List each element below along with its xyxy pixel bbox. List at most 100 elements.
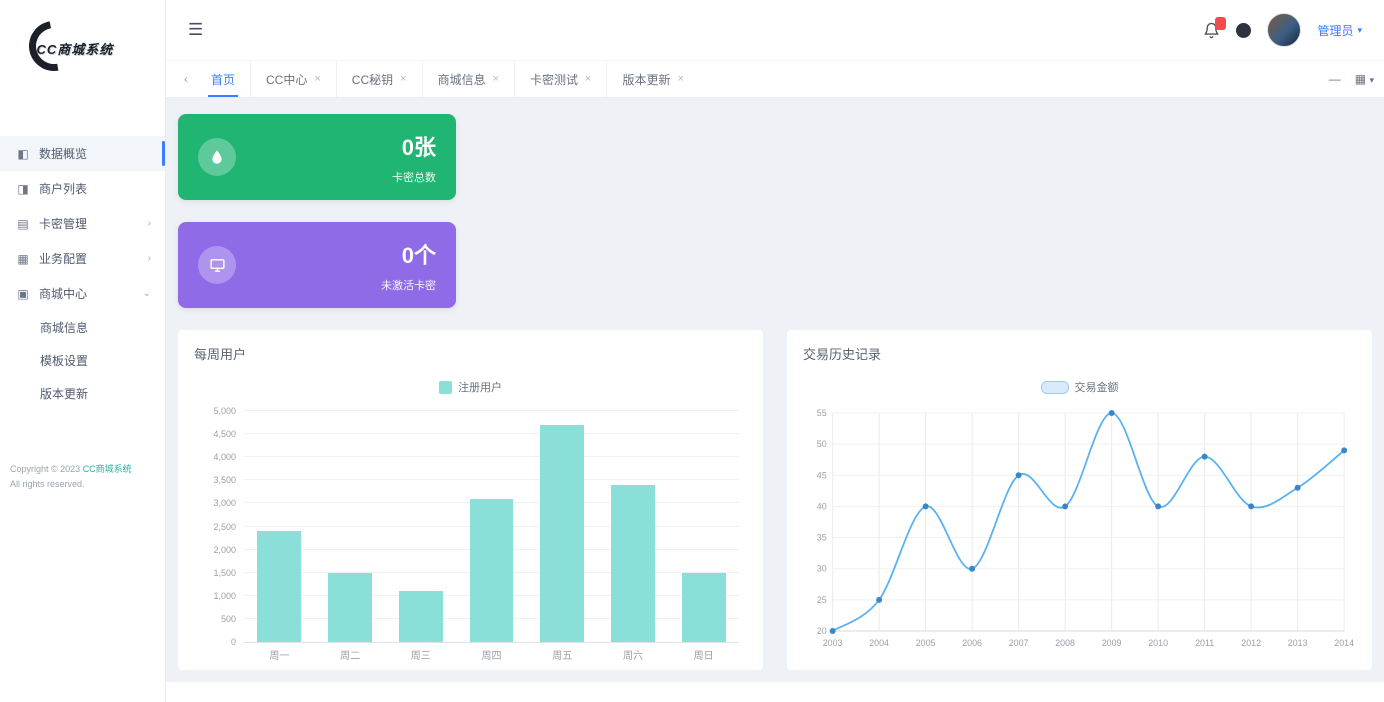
copyright-prefix: Copyright © 2023 (10, 464, 83, 474)
bar-周日[interactable] (681, 572, 726, 642)
bar-周五[interactable] (540, 424, 585, 642)
y-axis-label: 30 (817, 564, 827, 574)
tab-layout-icon[interactable]: ▦ ▾ (1355, 72, 1374, 86)
bar-column (244, 411, 315, 642)
data-point-2011[interactable] (1201, 453, 1208, 460)
bar-周三[interactable] (398, 591, 443, 642)
data-point-2007[interactable] (1015, 472, 1022, 479)
data-point-2003[interactable] (829, 628, 836, 634)
tab-5[interactable]: 版本更新 × (606, 61, 698, 97)
close-icon[interactable]: × (314, 73, 321, 85)
bar-chart: 0 500 1,000 1,500 2,000 2,500 3,000 3,500 4,000 4… (213, 406, 739, 647)
bar-legend[interactable]: 注册用户 (194, 379, 747, 395)
legend-swatch (439, 380, 452, 394)
sidebar-item-3[interactable]: ▦ 业务配置 › (0, 241, 165, 276)
y-axis-label: 4,000 (213, 452, 236, 463)
stat-card-total-cards[interactable]: 0张 卡密总数 (178, 114, 456, 200)
username: 管理员 (1317, 23, 1354, 38)
sidebar-item-label: 业务配置 (39, 252, 88, 266)
close-icon[interactable]: × (677, 73, 684, 85)
sidebar-subitem-2[interactable]: 版本更新 (40, 387, 89, 401)
data-point-2013[interactable] (1294, 484, 1301, 491)
data-point-2008[interactable] (1062, 503, 1069, 510)
bar-x-axis-labels: 周一 周二 周三 周四 周五 周六 周日 (244, 647, 739, 662)
tabbar-controls: — ▦ ▾ (1329, 61, 1374, 97)
data-point-2009[interactable] (1108, 410, 1115, 416)
users-icon: ◨ (17, 181, 29, 196)
chevron-down-icon: ▾ (1357, 24, 1362, 35)
tab-0[interactable]: 首页 (196, 61, 250, 97)
tab-scroll-left-icon[interactable]: ‹ (184, 72, 188, 86)
x-axis-label: 2008 (1055, 638, 1075, 648)
line-legend[interactable]: 交易金额 (803, 379, 1356, 395)
data-point-2006[interactable] (969, 565, 976, 572)
monitor-icon (198, 246, 236, 284)
trade-history-panel: 交易历史记录 交易金额 2003 2004 2005 2006 2007 2008 2009… (787, 330, 1372, 670)
sidebar-item-label: 商城中心 (39, 287, 88, 301)
tab-4[interactable]: 卡密测试 × (514, 61, 606, 97)
y-axis-label: 50 (817, 439, 827, 449)
notification-badge (1215, 16, 1227, 30)
stat-card-inactive-cards[interactable]: 0个 未激活卡密 (178, 222, 456, 308)
avatar[interactable] (1267, 13, 1302, 47)
tab-2[interactable]: CC秘钥 × (335, 61, 422, 97)
bar-周二[interactable] (328, 572, 372, 642)
droplet-icon (198, 138, 236, 176)
x-axis-label: 周四 (481, 651, 502, 662)
sidebar-item-label: 卡密管理 (39, 217, 88, 231)
tab-label: 首页 (211, 72, 236, 87)
y-axis-label: 4,500 (213, 429, 236, 440)
line-chart-svg: 2003 2004 2005 2006 2007 2008 2009 2010 2011 2012… (817, 408, 1354, 648)
stat-texts: 0张 卡密总数 (392, 130, 436, 185)
y-axis-label: 55 (817, 408, 827, 418)
y-axis-label: 45 (817, 470, 827, 480)
sidebar-item-label: 商户列表 (39, 182, 88, 196)
stat-label: 未激活卡密 (381, 279, 436, 292)
bar-周四[interactable] (469, 498, 514, 642)
sidebar-menu: ◧ 数据概览 ◨ 商户列表 ▤ 卡密管理 › ▦ 业务配置 › ▣ 商城中心 ⌄ 商城信息 模板设置 版本更新 (0, 136, 165, 410)
dashboard-icon: ◧ (17, 146, 29, 161)
y-axis-label: 3,500 (213, 475, 236, 486)
copyright: Copyright © 2023 CC商城系统 All rights reser… (0, 462, 165, 493)
line-chart: 2003 2004 2005 2006 2007 2008 2009 2010 2011 2012… (803, 405, 1356, 653)
sidebar-item-4[interactable]: ▣ 商城中心 ⌄ (0, 276, 165, 311)
tab-3[interactable]: 商城信息 × (421, 61, 514, 97)
y-axis-label: 2,000 (213, 544, 236, 555)
sidebar-subitem-1[interactable]: 模板设置 (40, 354, 89, 368)
copyright-brand: CC商城系统 (82, 464, 132, 474)
data-point-2014[interactable] (1341, 447, 1348, 454)
theme-icon[interactable] (1236, 22, 1252, 38)
x-axis-label: 2013 (1288, 638, 1308, 648)
close-icon[interactable]: × (585, 73, 592, 85)
stat-cards: 0张 卡密总数 0个 未激活卡密 (178, 114, 458, 308)
x-axis-label: 2004 (869, 638, 889, 648)
y-axis-label: 25 (817, 595, 827, 605)
sidebar-item-2[interactable]: ▤ 卡密管理 › (0, 206, 165, 241)
chevron-down-icon: ▾ (1369, 75, 1374, 85)
bar-周六[interactable] (611, 484, 655, 642)
sidebar-subitem-0[interactable]: 商城信息 (40, 321, 89, 335)
tab-minimize-icon[interactable]: — (1328, 72, 1341, 86)
tab-label: 卡密测试 (530, 72, 579, 87)
bell-icon[interactable] (1203, 16, 1227, 39)
user-menu[interactable]: 管理员 ▾ (1317, 22, 1362, 39)
sidebar-item-1[interactable]: ◨ 商户列表 (0, 171, 165, 206)
config-icon: ▦ (17, 251, 29, 266)
data-point-2012[interactable] (1248, 503, 1255, 510)
data-point-2004[interactable] (876, 596, 883, 603)
tab-1[interactable]: CC中心 × (250, 61, 336, 97)
bar-周一[interactable] (257, 531, 302, 642)
tab-label: 版本更新 (622, 72, 671, 87)
data-point-2010[interactable] (1155, 503, 1162, 510)
close-icon[interactable]: × (492, 73, 500, 85)
close-icon[interactable]: × (400, 73, 407, 85)
data-point-2005[interactable] (922, 503, 929, 510)
chevron-icon: ⌄ (142, 288, 151, 299)
x-axis-label: 周三 (410, 651, 431, 662)
chevron-icon: › (147, 253, 151, 264)
sidebar-item-0[interactable]: ◧ 数据概览 (0, 136, 165, 171)
tab-label: CC秘钥 (351, 72, 394, 87)
logo-mark: CC商城系统 (18, 11, 143, 81)
hamburger-icon[interactable]: ☰ (188, 20, 204, 39)
